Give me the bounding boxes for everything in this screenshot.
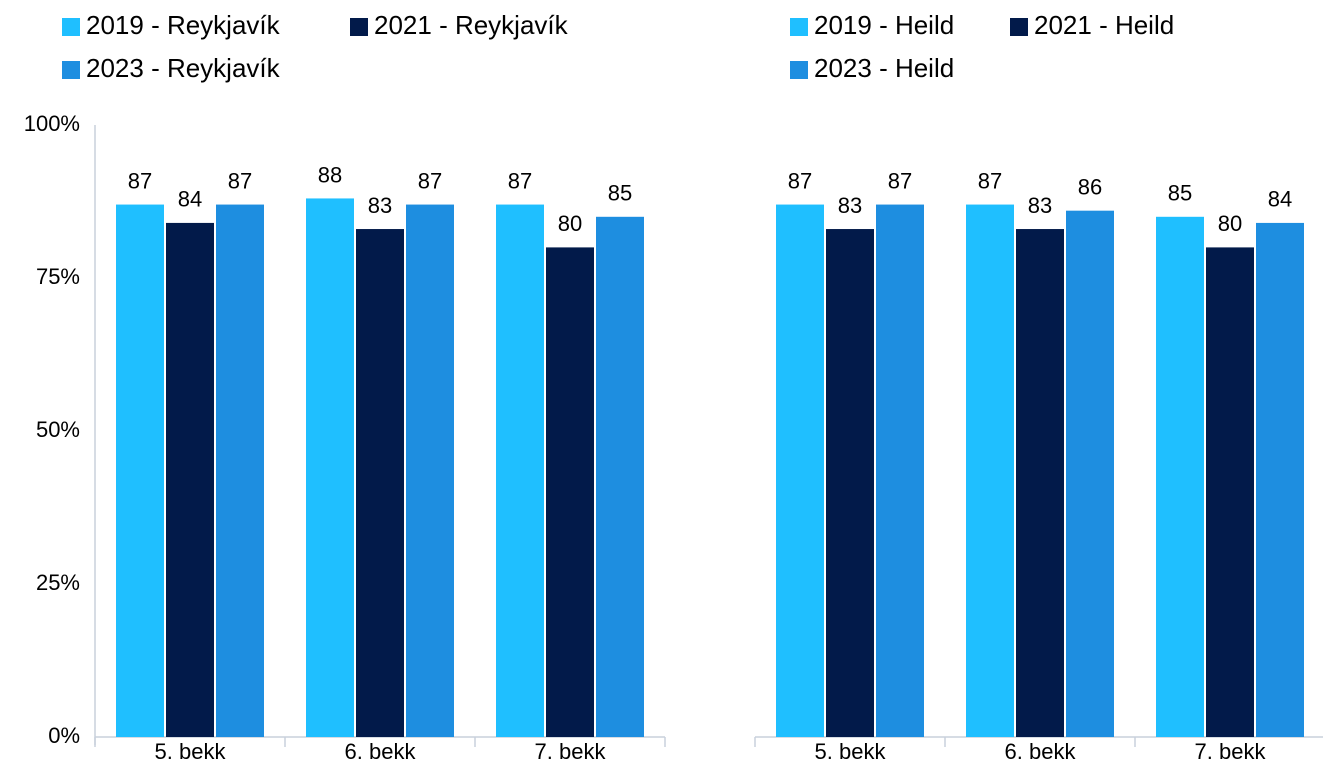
y-tick-label: 100% [24,111,80,136]
data-label: 83 [368,193,392,218]
data-label: 87 [978,168,1002,193]
data-label: 87 [508,168,532,193]
bar [306,198,354,737]
data-label: 85 [608,181,632,206]
x-tick-label: 5. bekk [155,739,227,764]
data-label: 88 [318,162,342,187]
bar [1156,216,1204,738]
bar [1206,247,1254,737]
bar [1066,210,1114,737]
x-tick-label: 6. bekk [1005,739,1077,764]
y-tick-label: 0% [48,723,80,748]
bar [596,216,644,738]
legend-label: 2023 - Heild [814,53,954,83]
data-label: 87 [128,168,152,193]
x-tick-label: 5. bekk [815,739,887,764]
bar [356,229,404,738]
bar [876,204,924,737]
x-tick-label: 6. bekk [345,739,417,764]
y-tick-label: 50% [36,417,80,442]
data-label: 87 [418,168,442,193]
bar [116,204,164,737]
data-label: 84 [178,187,202,212]
data-label: 84 [1268,187,1292,212]
bar [216,204,264,737]
bar [776,204,824,737]
bar [966,204,1014,737]
data-label: 85 [1168,181,1192,206]
data-label: 87 [788,168,812,193]
legend-label: 2019 - Reykjavík [86,10,281,40]
legend-label: 2021 - Reykjavík [374,10,569,40]
legend-swatch [790,18,808,36]
data-label: 87 [228,168,252,193]
x-tick-label: 7. bekk [1195,739,1267,764]
bar [1256,222,1304,738]
data-label: 87 [888,168,912,193]
legend-swatch [62,18,80,36]
bar [496,204,544,737]
legend-swatch [350,18,368,36]
legend-swatch [1010,18,1028,36]
data-label: 83 [838,193,862,218]
y-tick-label: 75% [36,264,80,289]
y-tick-label: 25% [36,570,80,595]
data-label: 86 [1078,174,1102,199]
data-label: 80 [558,211,582,236]
bar [546,247,594,737]
bar [166,222,214,738]
data-label: 83 [1028,193,1052,218]
bar [406,204,454,737]
x-tick-label: 7. bekk [535,739,607,764]
legend-label: 2023 - Reykjavík [86,53,281,83]
bar [1016,229,1064,738]
legend-swatch [62,61,80,79]
legend-swatch [790,61,808,79]
legend-label: 2019 - Heild [814,10,954,40]
bar [826,229,874,738]
data-label: 80 [1218,211,1242,236]
legend-label: 2021 - Heild [1034,10,1174,40]
